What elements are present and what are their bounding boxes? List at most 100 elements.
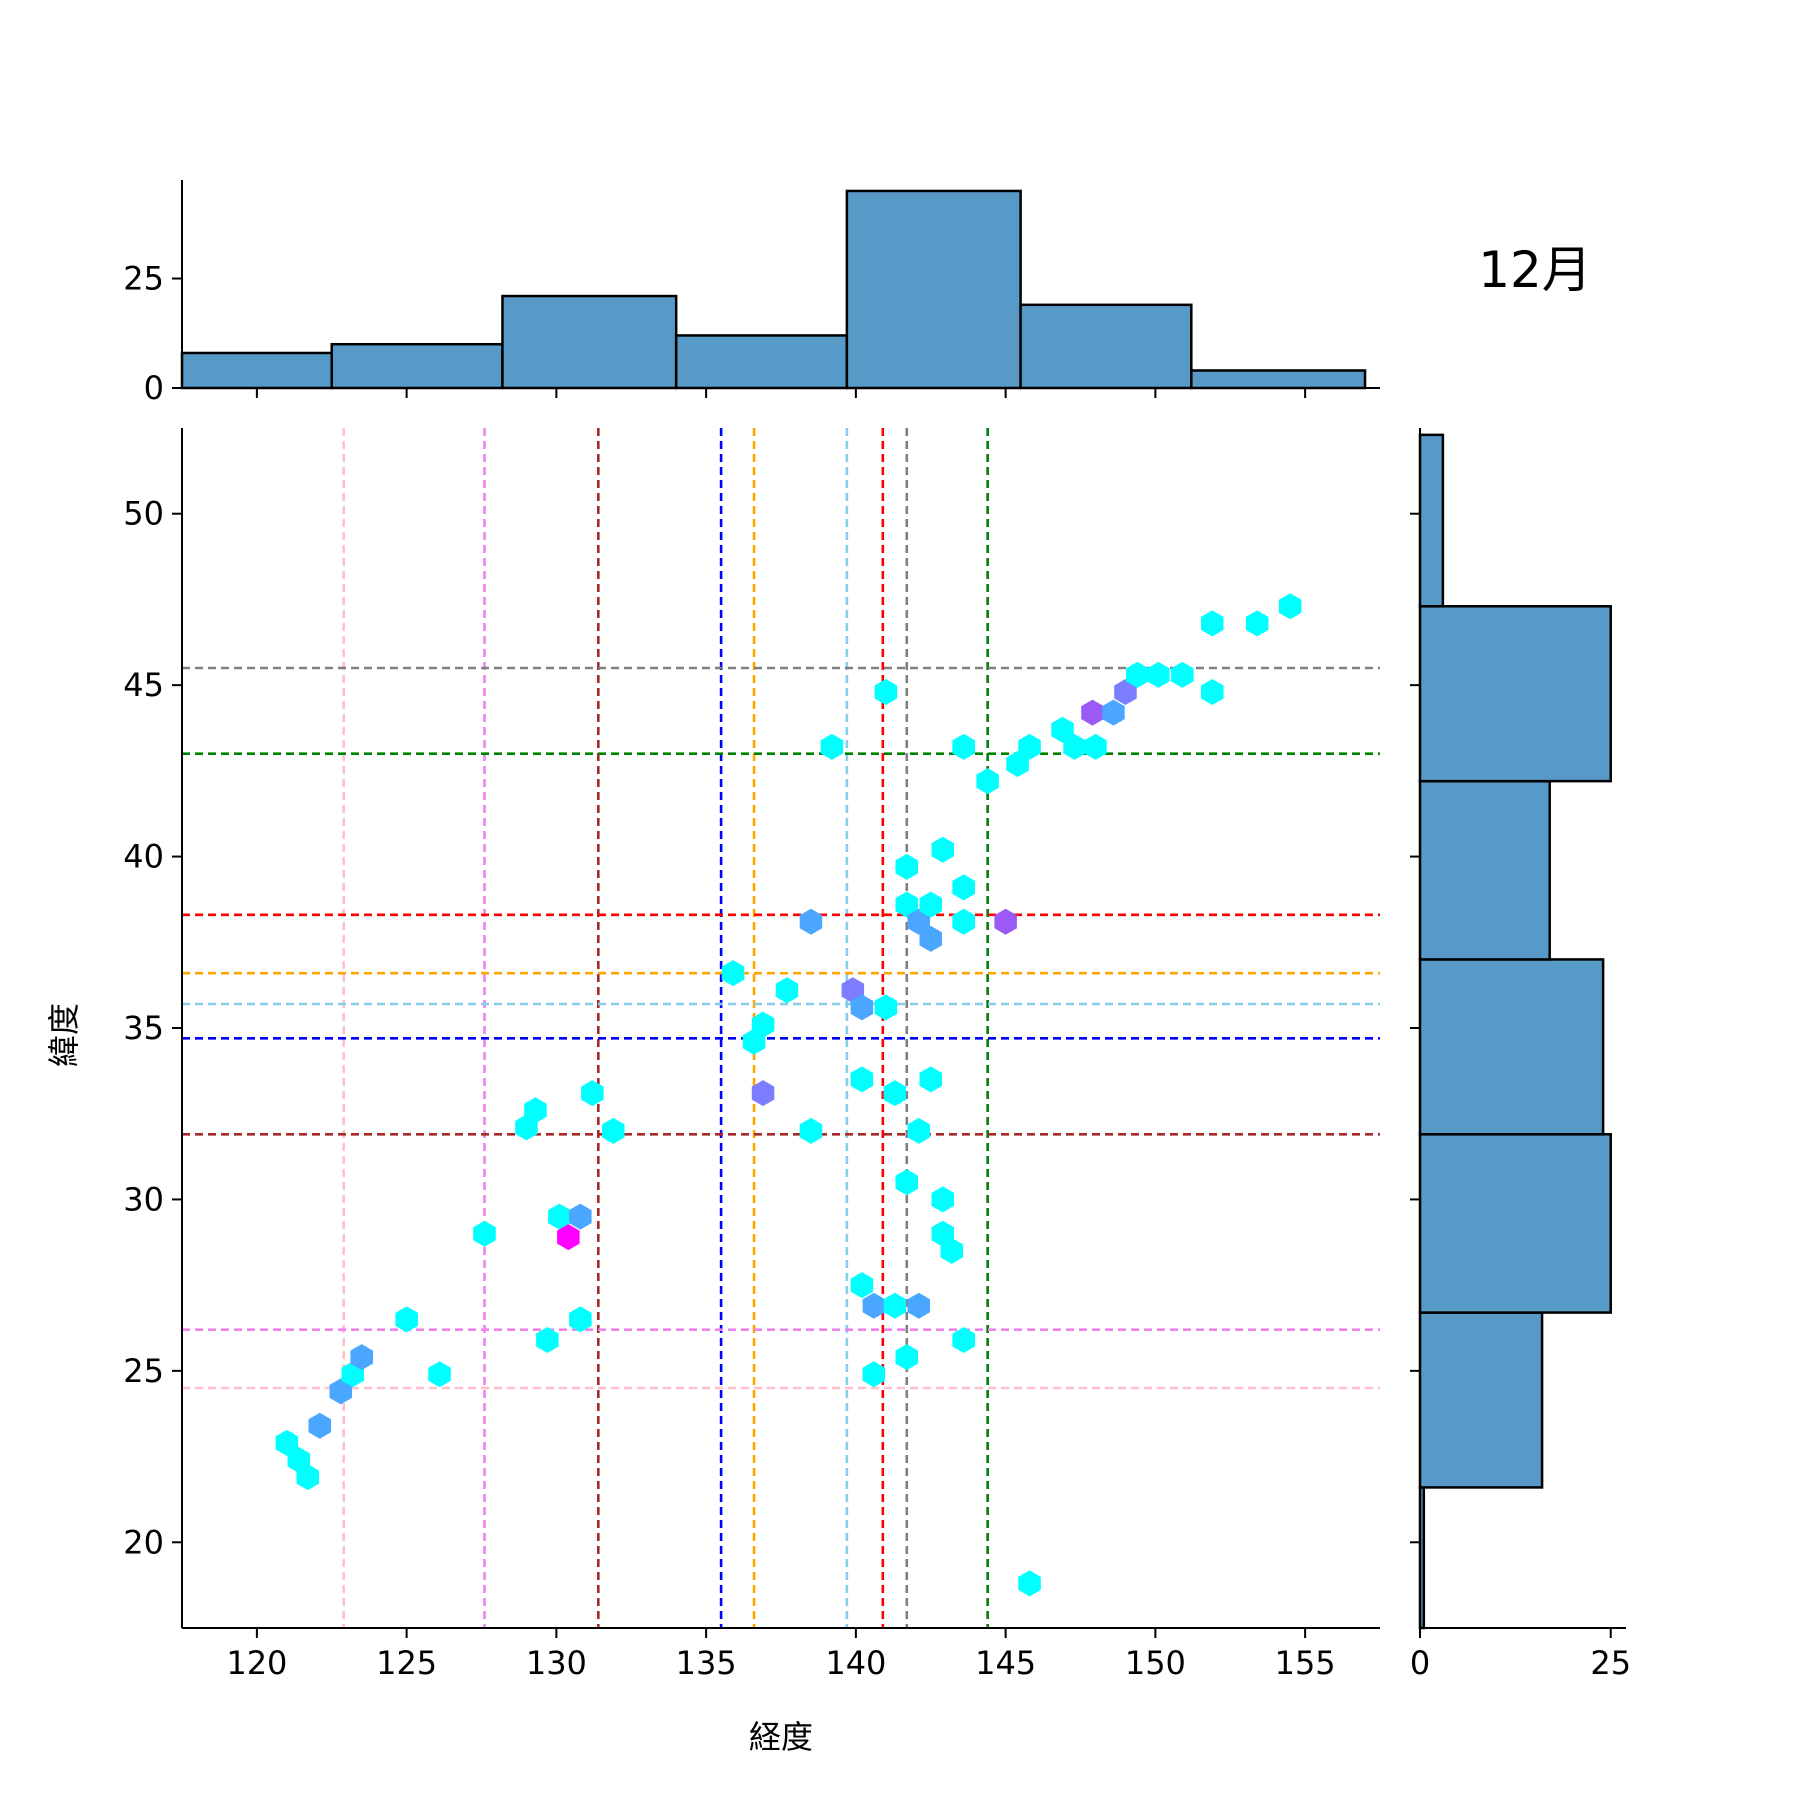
hexbin-cell [883, 1292, 907, 1319]
right-x-tick-label: 25 [1590, 1644, 1631, 1682]
hexbin-cell [602, 1117, 625, 1144]
hexbin-cell [1084, 733, 1107, 760]
hexbin-cell [775, 977, 799, 1004]
right-histogram-bar [1418, 1311, 1544, 1489]
x-tick-label: 150 [1125, 1644, 1186, 1682]
right-histogram-bar [1418, 779, 1551, 961]
hexbin-cell [329, 1378, 352, 1405]
top-histogram-bar [1019, 303, 1193, 390]
x-tick-label: 130 [526, 1644, 587, 1682]
x-tick-label: 155 [1275, 1644, 1336, 1682]
hexbin-cell [895, 1344, 918, 1371]
y-tick-label: 35 [123, 1009, 164, 1047]
x-axis-label: 経度 [749, 1718, 813, 1756]
hexbin-cell [952, 1327, 975, 1353]
top-histogram-bar [330, 342, 504, 390]
hexbin-cell [1126, 661, 1149, 688]
hexbin-cell [296, 1464, 319, 1491]
hexbin-cell [395, 1306, 418, 1333]
x-tick-label: 135 [676, 1644, 737, 1682]
right-histogram-bar [1418, 1133, 1612, 1314]
hexbin-cell [799, 1117, 823, 1144]
x-tick-label: 140 [825, 1644, 886, 1682]
hexbin-cell [428, 1361, 451, 1388]
hexbin-cell [1201, 679, 1224, 705]
hexbin-cell [850, 1066, 874, 1093]
main-axes: 120 125 130 135 140 145 150 155 20 25 30 35 40 45 50 [123, 388, 1420, 1682]
right-x-tick-label: 0 [1410, 1644, 1430, 1682]
top-y-tick-label: 0 [144, 369, 164, 407]
vertical-reference-lines [342, 428, 989, 1628]
right-histogram-bar [1418, 433, 1445, 608]
top-histogram-bar [1190, 369, 1367, 390]
hexbin-cell [1063, 733, 1086, 760]
hexbin-cell [751, 1080, 775, 1107]
hexbin-cell [895, 853, 918, 880]
hexbin-cell [473, 1220, 496, 1247]
hexbin-cell [907, 1292, 930, 1319]
hexbin-cell [907, 908, 930, 935]
y-tick-label: 50 [123, 495, 164, 533]
hexbin-cell [931, 836, 954, 863]
hexbin-cell [350, 1344, 373, 1371]
right-marginal-histogram: 0 25 [1410, 428, 1631, 1682]
hexbin-cell [1006, 751, 1029, 777]
hexbin-cell [1147, 661, 1170, 688]
top-marginal-histogram: 0 25 [123, 180, 1380, 407]
main-hexbin-plot: 120 125 130 135 140 145 150 155 20 25 30 35 40 45 50 [123, 388, 1420, 1682]
hexbin-cell [1201, 610, 1224, 637]
hexbin-cell [569, 1306, 592, 1333]
hexbin-cell [883, 1080, 907, 1107]
hexbin-cell [895, 1169, 918, 1196]
hexbin-cell [1018, 733, 1041, 760]
hexbin-cell [1245, 610, 1269, 637]
top-histogram-bar [180, 351, 333, 390]
hexbin-cell [569, 1203, 592, 1230]
hexbin-cell [524, 1097, 547, 1124]
hexbin-cell [994, 908, 1017, 935]
right-histogram-bar [1418, 605, 1612, 783]
hexbin-cell [548, 1203, 571, 1230]
hexbin-cell [940, 1237, 963, 1264]
hexbin-cell [557, 1224, 580, 1251]
hexbin-cell [850, 994, 874, 1021]
hexbin-cell [1018, 1570, 1041, 1597]
figure-label: 12月 [1478, 241, 1592, 299]
x-tick-label: 120 [226, 1644, 287, 1682]
hexbin-cell [874, 679, 898, 705]
y-tick-label: 20 [123, 1523, 164, 1561]
x-tick-label: 145 [975, 1644, 1036, 1682]
top-histogram-bar [674, 334, 849, 390]
hexbin-cell [308, 1412, 331, 1439]
top-histogram-bar [845, 189, 1022, 390]
hexbin-cell [1171, 661, 1194, 688]
x-tick-label: 125 [376, 1644, 437, 1682]
hexbin-cell [874, 994, 898, 1021]
hexbin-cell [721, 960, 745, 987]
hexbin-cell [919, 891, 942, 918]
y-tick-label: 30 [123, 1180, 164, 1218]
hexbin-cell [1051, 716, 1074, 743]
hexbin-cell [275, 1429, 299, 1456]
hexbin-cell [1114, 679, 1137, 705]
y-tick-label: 45 [123, 666, 164, 704]
hexbin-cell [862, 1292, 886, 1319]
hexbin-cell [919, 1066, 942, 1093]
y-axis-label: 緯度 [45, 1003, 83, 1067]
right-histogram-bar [1418, 958, 1605, 1136]
hexbin-cell [799, 908, 823, 935]
right-histogram-bar [1418, 1486, 1426, 1630]
hexbin-cell [907, 1117, 930, 1144]
hexbin-cell [895, 891, 918, 918]
y-tick-label: 25 [123, 1352, 164, 1390]
hexbin-cell [751, 1011, 775, 1038]
hexbin-cell [850, 1272, 874, 1299]
top-y-tick-label: 25 [123, 260, 164, 298]
top-histogram-bar [501, 294, 678, 390]
horizontal-reference-lines [182, 666, 1380, 1390]
hexbin-cell [931, 1186, 954, 1213]
hexbin-cell [1278, 593, 1302, 620]
hexbin-cell [862, 1361, 886, 1388]
